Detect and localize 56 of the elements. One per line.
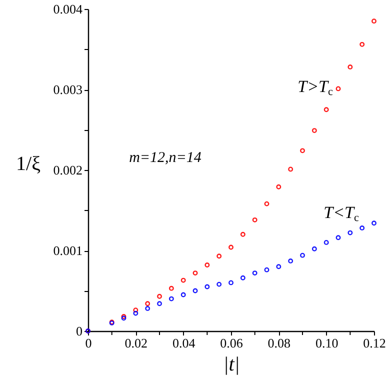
point	[180, 292, 186, 298]
point	[180, 278, 186, 283]
point	[145, 306, 150, 311]
point	[372, 220, 376, 226]
point	[252, 270, 258, 276]
point	[240, 275, 246, 280]
point	[252, 217, 258, 222]
point	[133, 308, 138, 313]
point	[348, 64, 353, 70]
point	[157, 294, 162, 299]
point	[360, 42, 365, 47]
y-tick-label: 0.001	[53, 243, 82, 258]
point	[216, 254, 222, 259]
x-tick-label: 0.12	[363, 336, 386, 350]
y-axis-title: 1/ξ	[16, 153, 41, 176]
x-tick-label: 0.08	[268, 336, 291, 350]
point	[288, 258, 294, 264]
point	[312, 128, 317, 134]
point	[276, 184, 282, 190]
x-axis-title: |t|	[223, 354, 240, 376]
point	[192, 270, 198, 276]
point	[192, 288, 198, 294]
point	[336, 235, 341, 240]
y-tick-label: 0.002	[53, 162, 82, 178]
point	[300, 252, 305, 258]
point	[133, 310, 138, 316]
point	[264, 201, 270, 206]
point	[276, 264, 282, 270]
point	[300, 148, 305, 154]
point	[324, 107, 329, 112]
point	[204, 262, 210, 268]
y-tick-label: 0.004	[53, 2, 83, 16]
point	[168, 286, 174, 291]
y-tick-label: 0.003	[53, 82, 82, 97]
point	[288, 166, 294, 172]
point	[228, 280, 234, 286]
x-tick-label: 0.04	[172, 336, 196, 350]
point	[324, 240, 329, 245]
point	[204, 284, 210, 290]
point	[348, 230, 353, 236]
point	[312, 246, 317, 252]
point	[216, 282, 222, 287]
point	[240, 232, 246, 237]
point	[157, 301, 162, 306]
point	[360, 225, 365, 230]
y-tick-label: 0	[76, 324, 82, 338]
annotation: m=12,n=14	[129, 150, 202, 166]
point	[228, 244, 234, 250]
point	[372, 18, 376, 24]
x-tick-label: 0.10	[315, 336, 338, 350]
x-tick-label: 0.02	[124, 336, 148, 350]
point	[336, 86, 341, 92]
x-tick-label: 0.06	[220, 336, 244, 350]
point	[168, 296, 174, 302]
point	[264, 267, 270, 272]
point	[145, 301, 150, 306]
